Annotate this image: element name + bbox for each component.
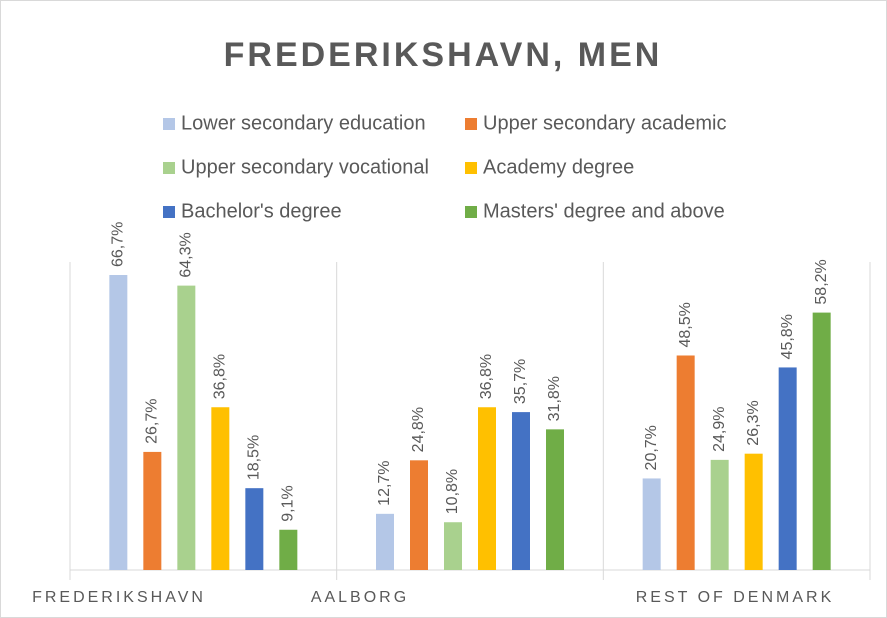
bar bbox=[546, 429, 564, 570]
bar bbox=[211, 407, 230, 570]
bar bbox=[778, 367, 797, 570]
x-tick-label: AALBORG bbox=[311, 589, 409, 606]
bar bbox=[444, 522, 462, 570]
legend-label: Upper secondary vocational bbox=[181, 156, 429, 178]
data-label: 45,8% bbox=[779, 314, 796, 359]
data-label: 48,5% bbox=[677, 302, 694, 347]
data-label: 18,5% bbox=[246, 435, 263, 480]
legend-label: Lower secondary education bbox=[181, 112, 426, 134]
data-label: 12,7% bbox=[376, 460, 393, 505]
data-label: 58,2% bbox=[813, 259, 830, 304]
data-label: 26,7% bbox=[144, 399, 161, 444]
bar bbox=[279, 529, 298, 570]
data-label: 24,8% bbox=[410, 407, 427, 452]
legend-swatch bbox=[163, 162, 175, 174]
data-label: 64,3% bbox=[178, 232, 195, 277]
data-label: 24,9% bbox=[711, 406, 728, 451]
data-label: 36,8% bbox=[478, 354, 495, 399]
data-label: 66,7% bbox=[110, 222, 127, 267]
bar bbox=[642, 478, 661, 570]
bar bbox=[478, 407, 496, 570]
legend-swatch bbox=[465, 162, 477, 174]
legend-label: Academy degree bbox=[483, 156, 634, 178]
x-tick-label: REST OF DENMARK bbox=[636, 589, 835, 606]
legend-swatch bbox=[163, 206, 175, 218]
bar bbox=[676, 355, 695, 570]
data-label: 10,8% bbox=[444, 469, 461, 514]
legend-swatch bbox=[163, 118, 175, 130]
bar bbox=[143, 451, 162, 570]
bar bbox=[744, 453, 763, 570]
legend-label: Bachelor's degree bbox=[181, 200, 342, 222]
data-label: 20,7% bbox=[643, 425, 660, 470]
data-label: 26,3% bbox=[745, 400, 762, 445]
legend-swatch bbox=[465, 206, 477, 218]
legend-swatch bbox=[465, 118, 477, 130]
bar bbox=[710, 459, 729, 570]
legend-label: Upper secondary academic bbox=[483, 112, 726, 134]
data-label: 9,1% bbox=[280, 485, 297, 521]
bar bbox=[812, 312, 831, 570]
chart-title: FREDERIKSHAVN, MEN bbox=[224, 36, 663, 74]
x-tick-label: FREDERIKSHAVN bbox=[32, 589, 206, 606]
legend-label: Masters' degree and above bbox=[483, 200, 725, 222]
bar bbox=[109, 275, 128, 570]
bar bbox=[177, 285, 196, 570]
bar bbox=[245, 488, 264, 570]
data-label: 31,8% bbox=[546, 376, 563, 421]
bar bbox=[512, 412, 530, 570]
bar bbox=[376, 513, 394, 570]
bar bbox=[410, 460, 428, 570]
data-label: 36,8% bbox=[212, 354, 229, 399]
data-label: 35,7% bbox=[512, 359, 529, 404]
